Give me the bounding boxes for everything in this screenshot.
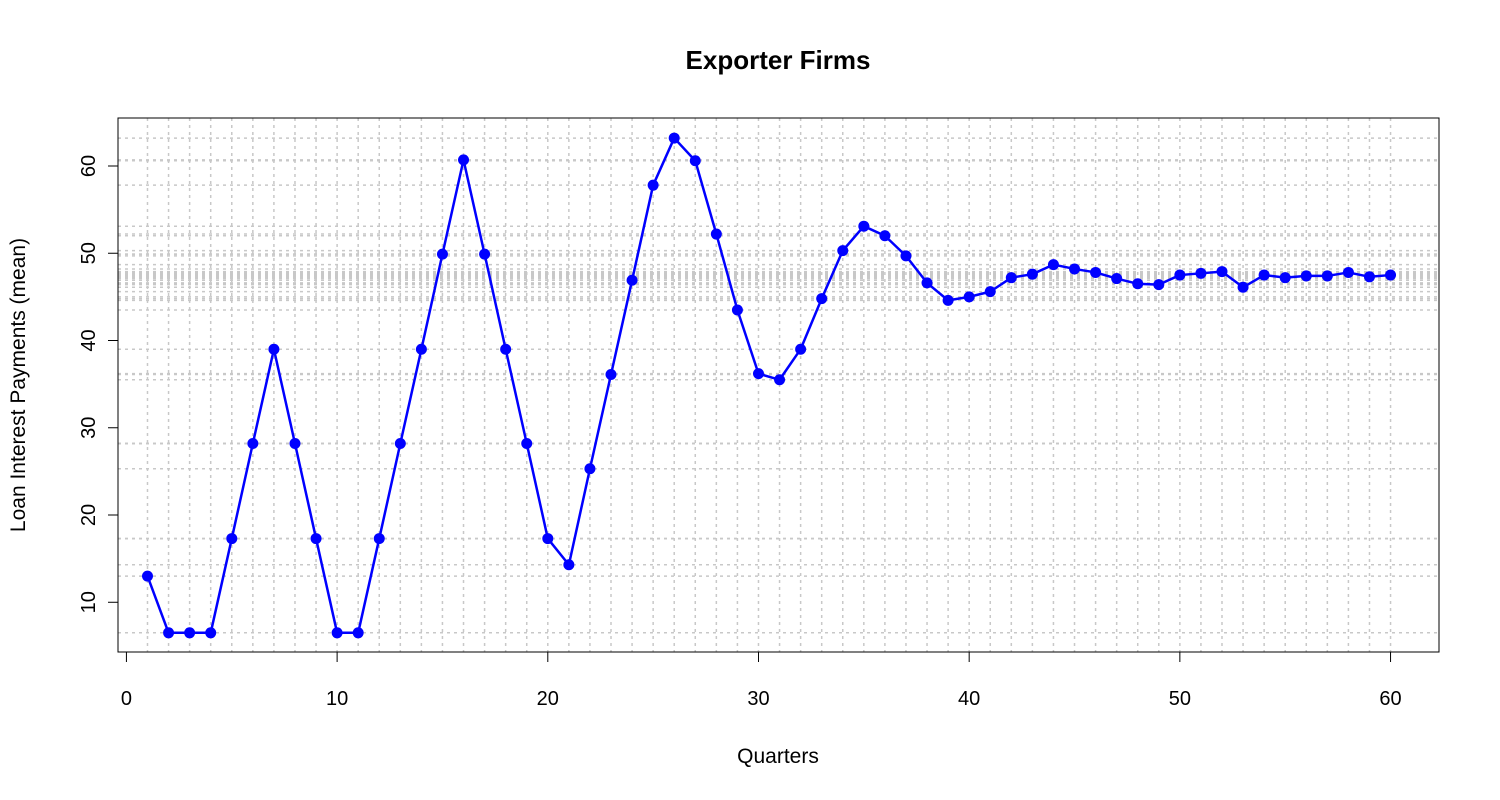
data-point xyxy=(1363,271,1375,283)
data-point xyxy=(163,627,175,639)
data-point xyxy=(247,437,259,449)
x-tick-label: 20 xyxy=(537,688,559,710)
data-point xyxy=(1090,266,1102,278)
y-tick-label: 50 xyxy=(78,242,100,264)
x-tick-label: 40 xyxy=(958,688,980,710)
x-tick-label: 60 xyxy=(1379,688,1401,710)
chart-title: Exporter Firms xyxy=(686,45,871,75)
data-point xyxy=(352,627,364,639)
data-point xyxy=(205,627,217,639)
data-point xyxy=(458,154,470,166)
data-point xyxy=(479,248,491,260)
data-point xyxy=(816,293,828,305)
y-axis: 10 20 30 40 50 60 xyxy=(78,155,119,613)
y-tick-label: 10 xyxy=(78,591,100,613)
x-tick-label: 50 xyxy=(1169,688,1191,710)
data-point xyxy=(1342,266,1354,278)
x-tick-label: 10 xyxy=(326,688,348,710)
data-point xyxy=(394,437,406,449)
data-point xyxy=(921,277,933,289)
y-tick-label: 30 xyxy=(78,417,100,439)
data-point xyxy=(1132,278,1144,290)
data-point xyxy=(415,343,427,355)
x-axis-label: Quarters xyxy=(737,745,819,768)
data-point xyxy=(1258,269,1270,281)
data-point xyxy=(879,230,891,242)
data-point xyxy=(1153,279,1165,291)
data-point xyxy=(563,559,575,571)
data-point xyxy=(731,304,743,316)
data-point xyxy=(1195,267,1207,279)
data-point xyxy=(900,250,912,262)
data-point xyxy=(1385,269,1397,281)
data-point xyxy=(858,220,870,232)
x-tick-label: 0 xyxy=(121,688,132,710)
data-point xyxy=(1005,272,1017,284)
data-point xyxy=(521,437,533,449)
data-point xyxy=(942,294,954,306)
data-point xyxy=(1047,259,1059,271)
data-point xyxy=(542,533,554,545)
data-point xyxy=(626,274,638,286)
data-point xyxy=(1111,273,1123,285)
data-point xyxy=(1321,270,1333,282)
data-point xyxy=(1300,270,1312,282)
series-line xyxy=(146,136,1391,635)
data-point xyxy=(268,343,280,355)
data-point xyxy=(1026,268,1038,280)
data-point xyxy=(668,132,680,144)
data-point xyxy=(1216,266,1228,278)
data-point xyxy=(984,286,996,298)
data-point xyxy=(1237,281,1249,293)
data-point xyxy=(584,463,596,475)
data-point xyxy=(500,343,512,355)
data-point xyxy=(1174,269,1186,281)
data-point xyxy=(331,627,343,639)
data-point xyxy=(1069,263,1081,275)
y-tick-label: 20 xyxy=(78,504,100,526)
data-point xyxy=(184,627,196,639)
data-point xyxy=(837,245,849,257)
data-point xyxy=(752,368,764,380)
data-point xyxy=(1279,272,1291,284)
vertical-grid xyxy=(146,118,1392,652)
x-tick-label: 30 xyxy=(747,688,769,710)
x-axis: 0 10 20 30 40 50 60 xyxy=(121,651,1402,710)
y-axis-label: Loan Interest Payments (mean) xyxy=(7,238,30,532)
data-point xyxy=(289,437,301,449)
data-point xyxy=(141,570,153,582)
data-point xyxy=(710,228,722,240)
data-point xyxy=(436,248,448,260)
y-tick-label: 60 xyxy=(78,155,100,177)
data-point xyxy=(605,369,617,381)
data-point xyxy=(795,343,807,355)
data-point xyxy=(373,533,385,545)
y-tick-label: 40 xyxy=(78,329,100,351)
data-point xyxy=(226,533,238,545)
data-point xyxy=(963,291,975,303)
series-line-group xyxy=(141,132,1397,639)
data-point xyxy=(647,179,659,191)
data-point xyxy=(774,374,786,386)
data-point xyxy=(310,533,322,545)
data-point xyxy=(689,155,701,167)
